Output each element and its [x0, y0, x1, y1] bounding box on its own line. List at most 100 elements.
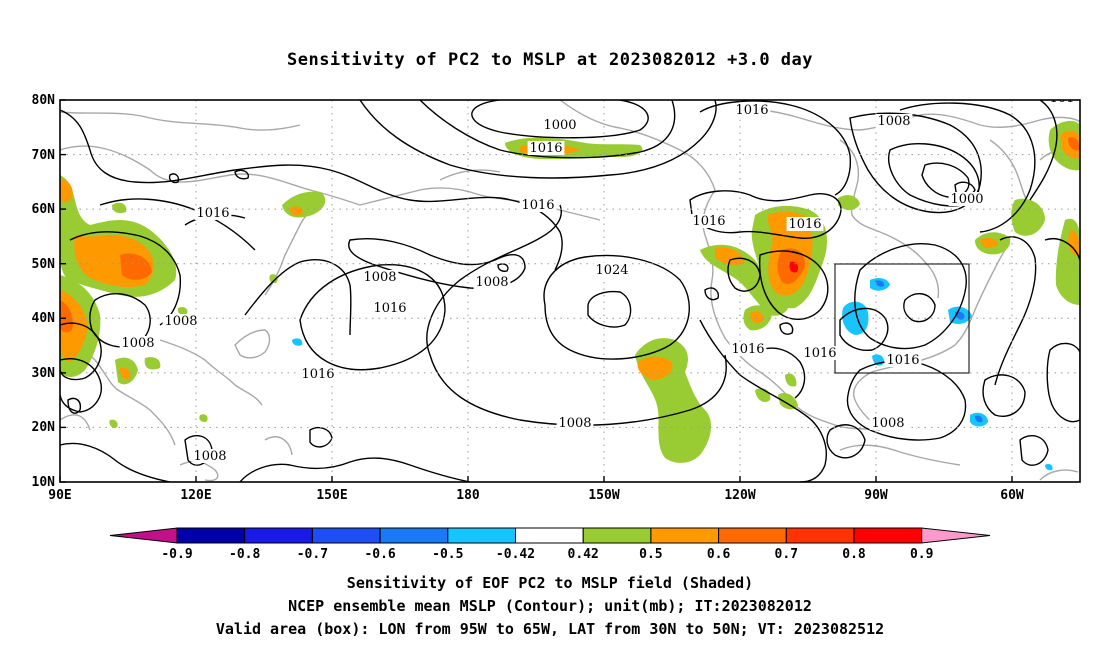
axis-ticks: [59, 99, 1013, 483]
contour-label: 101: [1050, 91, 1075, 106]
latitude-label: 80N: [32, 93, 56, 108]
contour-label-bg: [875, 114, 913, 128]
latitude-label: 40N: [32, 311, 56, 326]
colorbar-label: 0.7: [775, 547, 798, 562]
longitude-label: 150E: [316, 488, 347, 503]
contour-label: 1008: [164, 314, 197, 329]
longitude-label: 60W: [1000, 488, 1024, 503]
colorbar-label: -0.7: [297, 547, 328, 562]
caption-shaded: Sensitivity of EOF PC2 to MSLP field (Sh…: [346, 574, 754, 592]
latitude-label: 20N: [32, 420, 56, 435]
latitude-labels: 80N 70N 60N 50N 40N 30N 20N 10N: [32, 93, 56, 490]
contour-labels: 1000 1016 1016 1008 1016 1016 1016 1000 1016 1008…: [119, 91, 1077, 464]
contour-label: 1016: [803, 346, 836, 361]
contour-label: 1008: [871, 416, 904, 431]
contour-label-bg: [884, 353, 922, 367]
colorbar-segment: [515, 527, 584, 544]
longitude-label: 90W: [864, 488, 888, 503]
contour-label: 1016: [373, 301, 406, 316]
contour-label-bg: [869, 416, 907, 430]
contour-label: 1016: [735, 103, 768, 118]
contour-label-bg: [948, 192, 986, 206]
contour-label: 1016: [301, 367, 334, 382]
contour-label-bg: [527, 141, 565, 155]
colorbar-segment: [379, 527, 449, 544]
contour-label-bg: [119, 336, 157, 350]
contour-label: 1016: [529, 141, 562, 156]
colorbar-label: 0.6: [707, 547, 731, 562]
longitude-label: 120E: [180, 488, 211, 503]
contour-label: 1016: [692, 214, 725, 229]
longitude-label: 180: [456, 488, 480, 503]
latitude-label: 50N: [32, 257, 56, 272]
colorbar-segment: [244, 527, 313, 544]
colorbar-segment: [176, 527, 246, 544]
contour-label: 1016: [886, 353, 919, 368]
contour-label: 1008: [121, 336, 154, 351]
colorbar: -0.9 -0.8 -0.7 -0.6 -0.5 -0.42 0.42 0.5 0.6 0.7 0.…: [109, 527, 991, 562]
colorbar-label: 0.42: [568, 547, 599, 562]
colorbar-label: -0.6: [364, 547, 395, 562]
contour-label: 1016: [196, 206, 229, 221]
latitude-label: 10N: [32, 475, 56, 490]
colorbar-label: -0.5: [432, 547, 463, 562]
contour-label-bg: [191, 449, 229, 463]
map-title: Sensitivity of PC2 to MSLP at 2023082012…: [286, 50, 813, 70]
contour-label-bg: [801, 346, 839, 360]
contour-label-bg: [541, 118, 579, 132]
contour-label-bg: [556, 416, 594, 430]
colorbar-label: 0.5: [639, 547, 662, 562]
contour-label-bg: [162, 314, 200, 328]
contour-label: 1016: [521, 198, 554, 213]
colorbar-segment: [853, 527, 923, 544]
contour-label: 1008: [475, 275, 508, 290]
latitude-label: 30N: [32, 366, 56, 381]
colorbar-label: -0.9: [161, 547, 192, 562]
colorbar-low-arrow: [109, 527, 178, 544]
contour-label-bg: [733, 103, 771, 117]
contour-label-bg: [371, 301, 409, 315]
colorbar-label: 0.9: [910, 547, 933, 562]
contour-label: 1000: [950, 192, 983, 207]
contour-label-bg: [361, 270, 399, 284]
contour-label-bg: [786, 217, 824, 231]
caption-contour: NCEP ensemble mean MSLP (Contour); unit(…: [288, 597, 812, 615]
caption-valid-area: Valid area (box): LON from 95W to 65W, L…: [215, 620, 885, 638]
colorbar-label: 0.8: [842, 547, 866, 562]
contour-label-bg: [729, 342, 767, 356]
contour-label: 1016: [731, 342, 764, 357]
map-plot-area: 1000 1016 1016 1008 1016 1016 1016 1000 1016 1008…: [60, 91, 1080, 482]
contour-label-bg: [299, 367, 337, 381]
contour-label-bg: [690, 214, 728, 228]
contour-label: 1008: [877, 114, 910, 129]
longitude-label: 90E: [48, 488, 71, 503]
contour-label-bg: [1047, 100, 1077, 105]
colorbar-segment: [785, 527, 855, 544]
colorbar-high-arrow: [921, 527, 991, 544]
contour-label-bg: [194, 206, 232, 220]
longitude-label: 150W: [588, 488, 619, 503]
valid-area-box: [834, 263, 970, 374]
longitude-label: 120W: [724, 488, 755, 503]
sensitivity-shading: [60, 120, 1080, 471]
colorbar-label: -0.8: [229, 547, 260, 562]
longitude-labels: 90E 120E 150E 180 150W 120W 90W 60W: [48, 488, 1024, 503]
latitude-label: 70N: [32, 148, 56, 163]
contour-label: 1008: [193, 449, 226, 464]
contour-label-bg: [519, 198, 557, 212]
map-frame: [59, 99, 1081, 483]
latitude-label: 60N: [32, 202, 56, 217]
colorbar-label: -0.42: [496, 547, 535, 562]
contour-label-bg: [593, 263, 631, 277]
contour-label-bg: [473, 275, 511, 289]
colorbar-segment: [582, 527, 652, 544]
contour-label: 1024: [595, 263, 628, 278]
contour-label: 1008: [363, 270, 396, 285]
colorbar-segment: [311, 527, 381, 544]
contour-label: 1008: [558, 416, 591, 431]
contour-label: 1016: [788, 217, 821, 232]
colorbar-segment: [447, 527, 516, 544]
colorbar-segment: [650, 527, 720, 544]
colorbar-segment: [718, 527, 787, 544]
